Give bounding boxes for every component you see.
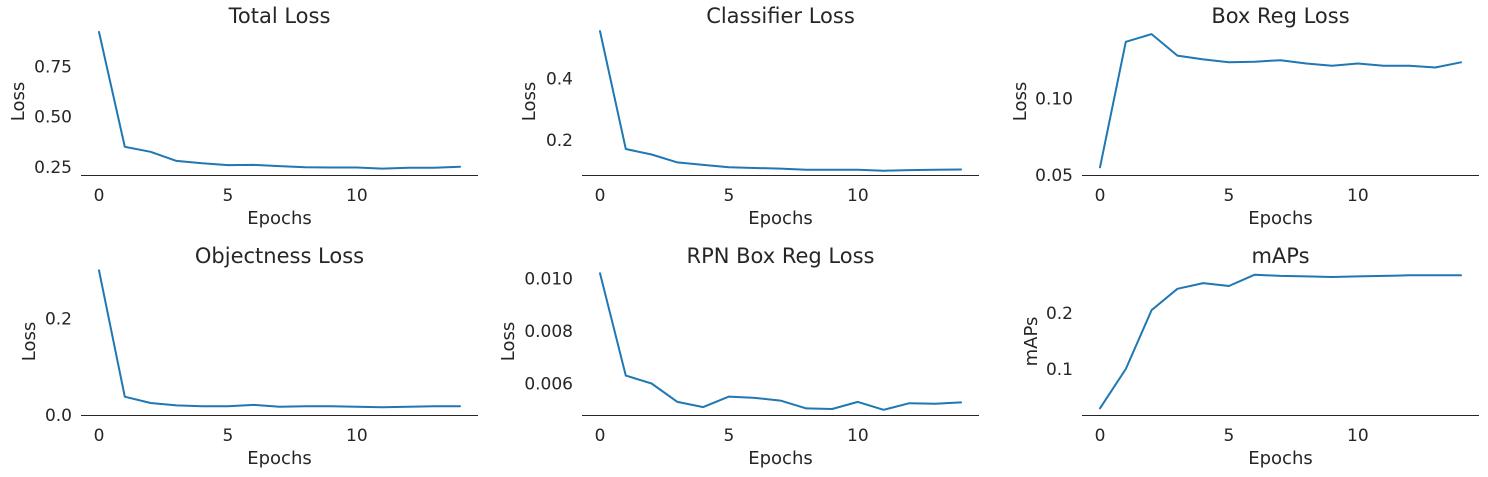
y-axis-label: Loss xyxy=(519,82,540,121)
series-line xyxy=(1099,273,1462,410)
series-line xyxy=(599,30,962,172)
y-axis-label: Loss xyxy=(19,322,40,361)
chart-title: Classifier Loss xyxy=(706,4,855,28)
x-tick-label: 5 xyxy=(724,186,735,206)
x-tick-label: 0 xyxy=(595,186,606,206)
x-axis-label: Epochs xyxy=(247,208,312,229)
x-tick-label: 0 xyxy=(1095,426,1106,446)
y-tick-label: 0.10 xyxy=(1035,89,1073,109)
series-line xyxy=(98,269,461,409)
x-tick-label: 10 xyxy=(847,186,869,206)
series-line xyxy=(98,31,461,170)
x-tick-label: 0 xyxy=(1095,186,1106,206)
y-tick-label: 0.75 xyxy=(34,57,72,77)
x-tick-label: 10 xyxy=(346,186,368,206)
y-tick-label: 0.25 xyxy=(34,158,72,178)
x-axis-label: Epochs xyxy=(247,448,312,469)
chart-panel-2: Classifier Loss 0 5 10 0.2 0.4 Epochs Loss xyxy=(519,4,979,229)
x-tick-label: 5 xyxy=(1224,186,1235,206)
x-tick-label: 5 xyxy=(724,426,735,446)
y-axis-label: mAPs xyxy=(1021,317,1042,367)
x-tick-label: 5 xyxy=(1224,426,1235,446)
y-tick-label: 0.008 xyxy=(524,322,573,342)
y-tick-label: 0.2 xyxy=(546,131,573,151)
y-tick-label: 0.1 xyxy=(1046,360,1073,380)
x-tick-label: 10 xyxy=(1347,186,1369,206)
y-tick-label: 0.05 xyxy=(1035,166,1073,186)
y-tick-label: 0.0 xyxy=(45,406,72,426)
series-line xyxy=(599,272,962,411)
chart-panel-5: RPN Box Reg Loss 0 5 10 0.006 0.008 0.010 Epoch… xyxy=(498,244,979,469)
x-axis-label: Epochs xyxy=(1248,208,1313,229)
chart-panel-4: Objectness Loss 0 5 10 0.0 0.2 Epochs Loss xyxy=(19,244,478,469)
x-tick-label: 0 xyxy=(595,426,606,446)
y-tick-label: 0.006 xyxy=(524,375,573,395)
x-tick-label: 0 xyxy=(94,426,105,446)
y-tick-label: 0.50 xyxy=(34,108,72,128)
x-tick-label: 0 xyxy=(94,186,105,206)
y-axis-label: Loss xyxy=(1010,82,1031,121)
chart-title: Box Reg Loss xyxy=(1211,4,1349,28)
chart-title: Total Loss xyxy=(228,4,331,28)
y-tick-label: 0.2 xyxy=(45,310,72,330)
x-axis-label: Epochs xyxy=(748,448,813,469)
chart-title: RPN Box Reg Loss xyxy=(687,244,875,268)
chart-title: Objectness Loss xyxy=(195,244,364,268)
y-tick-label: 0.010 xyxy=(524,270,573,290)
x-axis-label: Epochs xyxy=(1248,448,1313,469)
x-tick-label: 10 xyxy=(847,426,869,446)
series-line xyxy=(1099,33,1462,169)
x-tick-label: 10 xyxy=(1347,426,1369,446)
chart-panel-1: Total Loss 0 5 10 0.25 0.50 0.75 Epochs Loss xyxy=(8,4,478,229)
y-tick-label: 0.2 xyxy=(1046,304,1073,324)
y-axis-label: Loss xyxy=(498,322,519,361)
x-tick-label: 5 xyxy=(223,426,234,446)
chart-title: mAPs xyxy=(1251,244,1309,268)
y-axis-label: Loss xyxy=(8,82,29,121)
x-tick-label: 5 xyxy=(223,186,234,206)
chart-panel-3: Box Reg Loss 0 5 10 0.05 0.10 Epochs Loss xyxy=(1010,4,1479,229)
x-axis-label: Epochs xyxy=(748,208,813,229)
x-tick-label: 10 xyxy=(346,426,368,446)
chart-panel-6: mAPs 0 5 10 0.1 0.2 Epochs mAPs xyxy=(1021,244,1479,469)
y-tick-label: 0.4 xyxy=(546,70,573,90)
